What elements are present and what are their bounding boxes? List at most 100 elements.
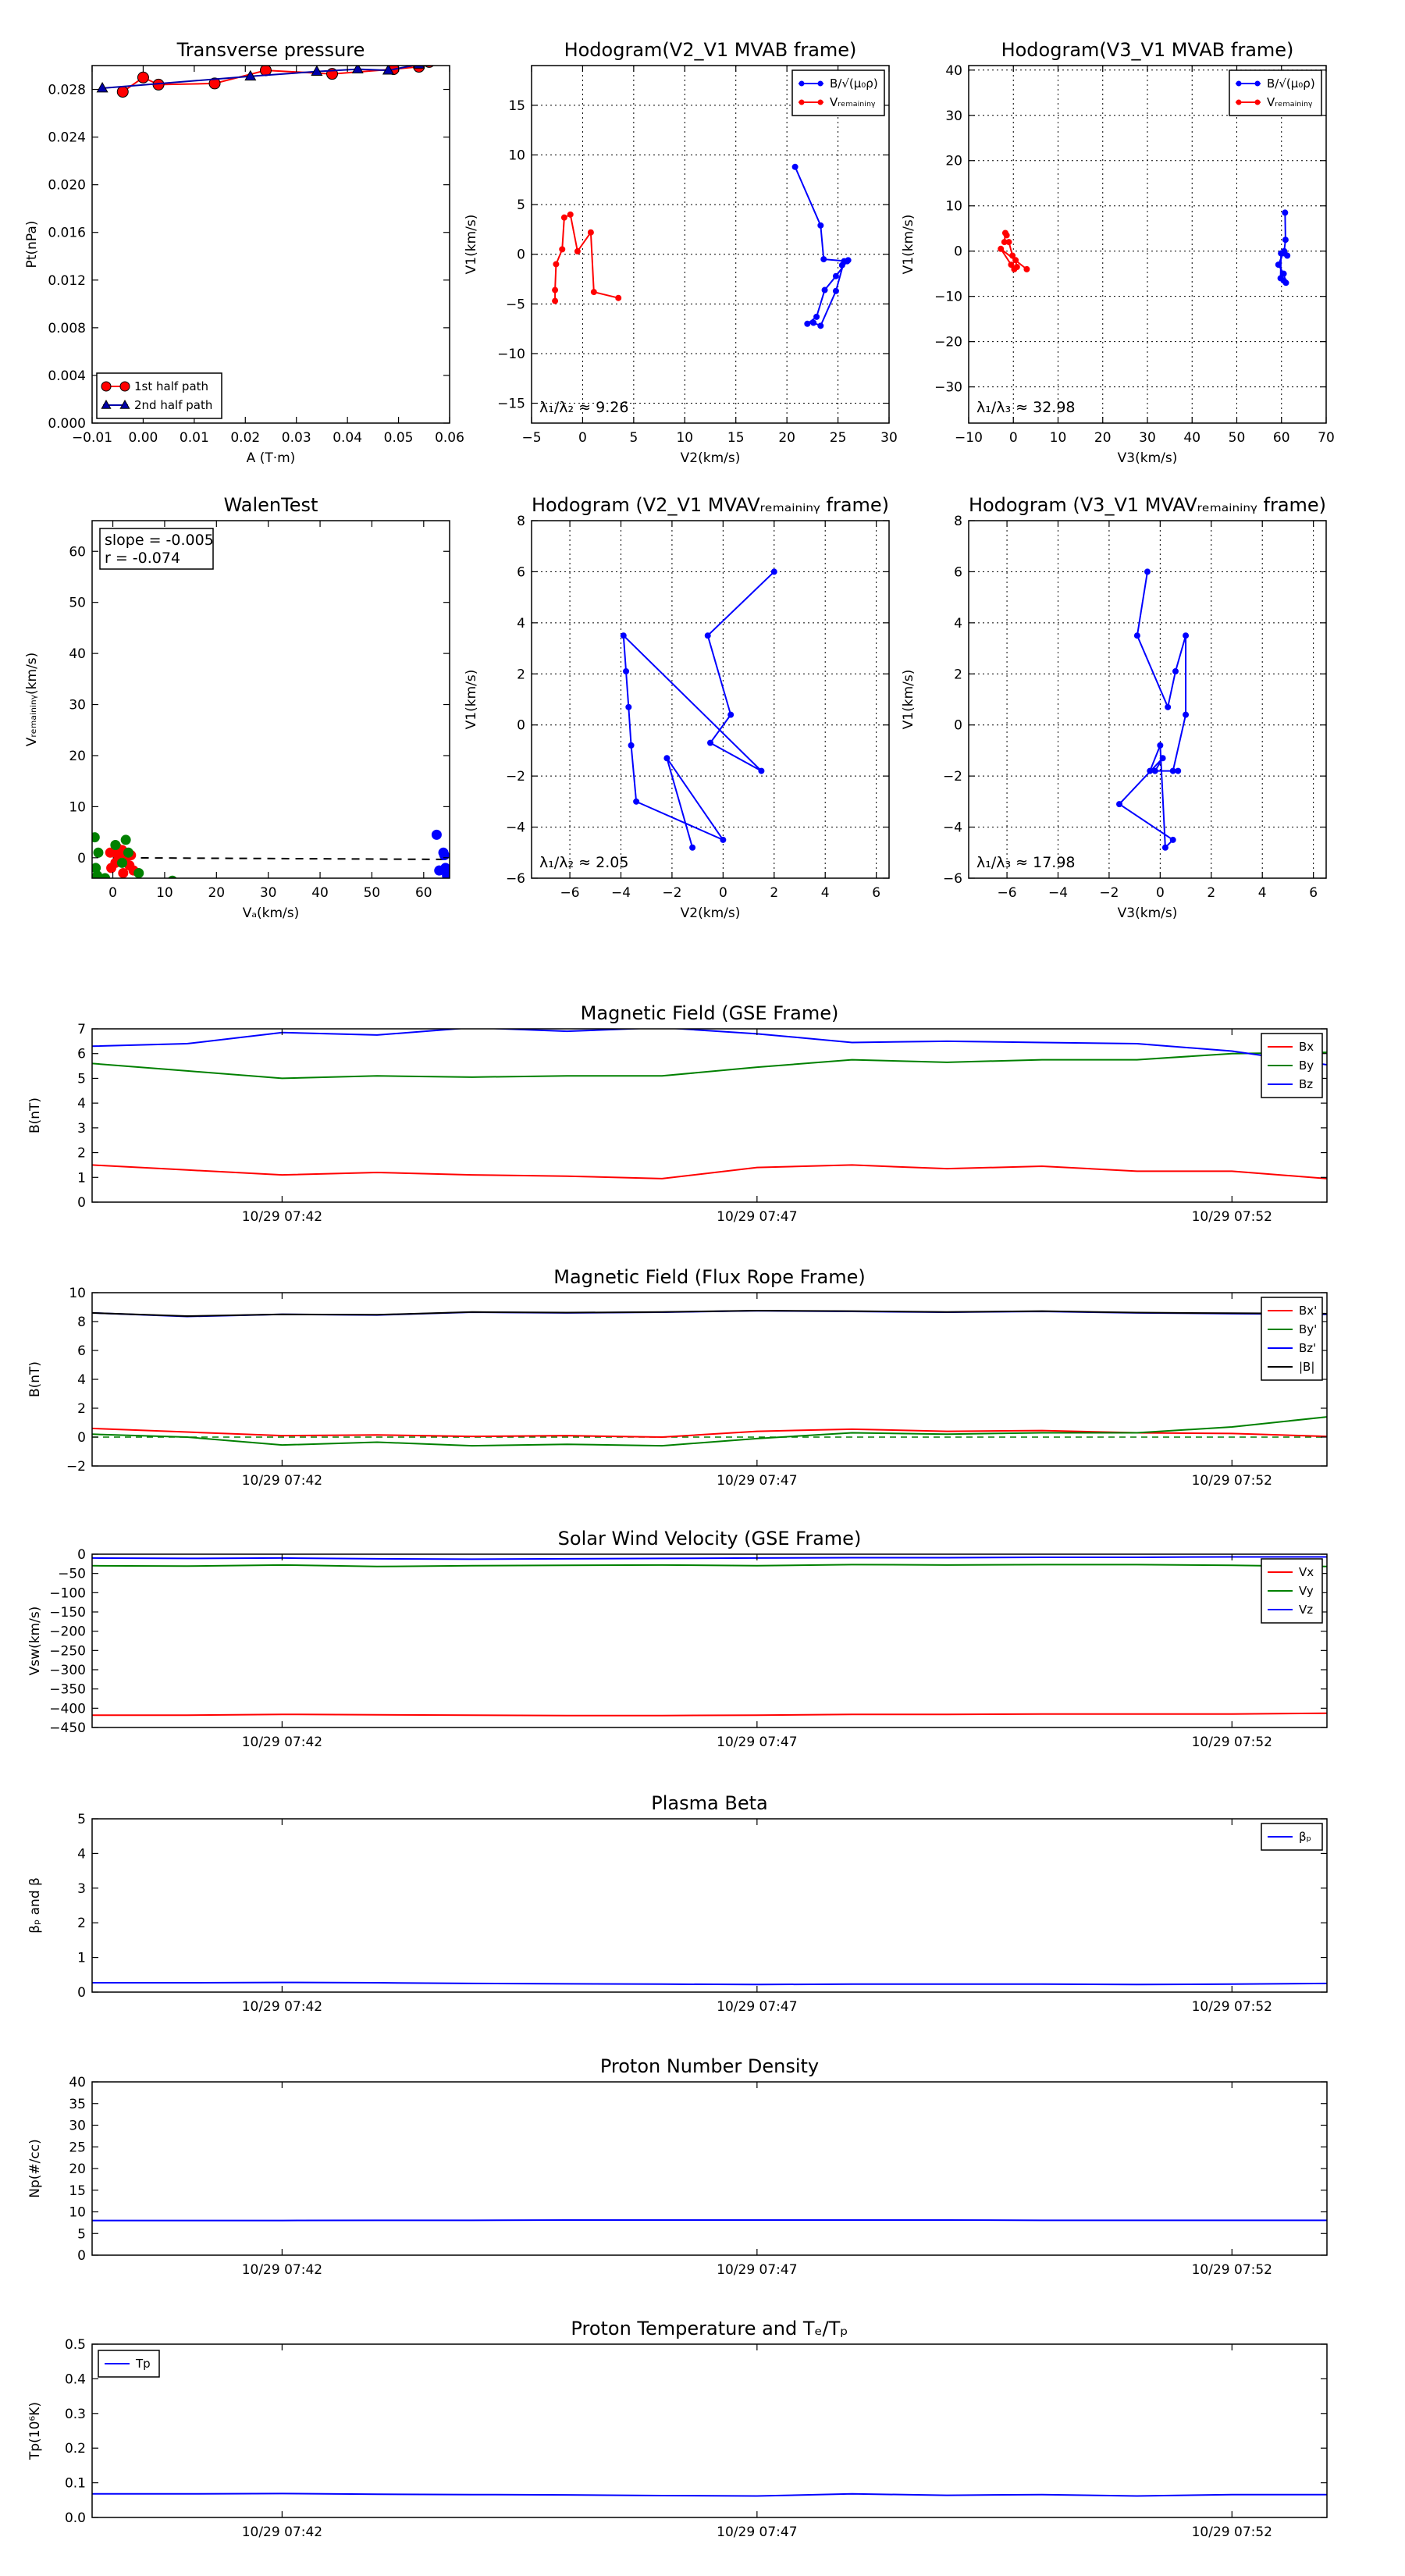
- hodogram-v2v1-mvav-trajectory-point: [704, 632, 711, 639]
- solar-wind-velocity-vz-line: [92, 1556, 1327, 1560]
- hodogram-v3v1-mvav-trajectory-point: [1183, 711, 1190, 718]
- x-tick-label: −4: [1048, 885, 1068, 901]
- y-tick-label: 0.000: [48, 416, 86, 432]
- x-tick-label: −2: [662, 885, 681, 901]
- hodogram-v3v1-mvab-panel: −10 0 10 20 30 40 50 60 70 −30 −20 −10 0 10 20 30 40 Hodo…: [901, 39, 1335, 466]
- y-tick-label: 7: [77, 1022, 86, 1037]
- hodogram-v3v1-mvab-b-point: [1277, 275, 1284, 282]
- x-tick-label: 0: [578, 430, 587, 446]
- x-tick-label: 4: [1258, 885, 1267, 901]
- x-tick-label: 20: [1094, 430, 1112, 446]
- y-tick-label: −2: [943, 769, 962, 785]
- solar-wind-velocity-vy-line: [92, 1564, 1327, 1567]
- correlation-text: r = -0.074: [105, 550, 180, 567]
- hodogram-v3v1-mvab-b-point: [1284, 252, 1291, 259]
- x-axis-label: V3(km/s): [1118, 906, 1178, 921]
- x-tick-label: 10/29 07:52: [1192, 1209, 1272, 1225]
- y-tick-label: 0.2: [65, 2441, 86, 2457]
- legend-marker: [1254, 80, 1261, 87]
- hodogram-v3v1-mvav-trajectory-point: [1165, 703, 1172, 710]
- hodogram-v3v1-mvav-trajectory-point: [1144, 568, 1151, 575]
- hodogram-v3v1-mvav-trajectory-point: [1133, 632, 1140, 639]
- legend-marker: [817, 99, 823, 105]
- x-tick-label: 10: [676, 430, 693, 446]
- plot-area: [620, 568, 777, 851]
- legend-marker: [119, 381, 130, 392]
- hodogram-v2v1-mvab-panel: −5 0 5 10 15 20 25 30 −15 −10 −5 0 5 10 15 Hodogram(V2_…: [464, 39, 898, 466]
- hodogram-v2v1-mvab-b-point: [817, 222, 824, 229]
- x-tick-label: 10/29 07:52: [1192, 2262, 1272, 2278]
- y-tick-label: 0.020: [48, 178, 86, 194]
- hodogram-v3v1-mvav-trajectory-point: [1169, 767, 1176, 774]
- x-tick-label: 30: [880, 430, 898, 446]
- x-tick-label: 10/29 07:52: [1192, 2524, 1272, 2540]
- transverse-pressure-1st-half-path-point: [137, 71, 149, 84]
- y-tick-label: 6: [77, 1343, 86, 1359]
- y-tick-label: 40: [945, 63, 962, 79]
- axes-frame: [91, 2343, 1328, 2518]
- legend-marker: [1236, 80, 1242, 87]
- x-tick-label: 2: [770, 885, 778, 901]
- hodogram-v3v1-mvab-v-point: [1023, 265, 1030, 272]
- y-tick-label: 15: [508, 98, 525, 114]
- y-tick-label: 20: [69, 749, 86, 764]
- x-tick-label: 0.05: [384, 430, 414, 446]
- hodogram-v2v1-mvav-panel: −6 −4 −2 0 2 4 6 −6 −4 −2 0 2 4 6 8 Hodogram (V2_V1 MVA…: [464, 494, 890, 921]
- y-tick-label: −2: [66, 1459, 86, 1475]
- x-tick-label: −0.01: [72, 430, 112, 446]
- x-tick-label: 0: [719, 885, 727, 901]
- hodogram-v3v1-mvav-trajectory-point: [1169, 836, 1176, 843]
- y-tick-label: 0.1: [65, 2476, 86, 2492]
- transverse-pressure-panel: −0.01 0.00 0.01 0.02 0.03 0.04 0.05 0.06 0.000 0.…: [24, 39, 464, 466]
- x-tick-label: 10/29 07:47: [717, 1999, 797, 2015]
- legend-label: Bx: [1299, 1040, 1314, 1054]
- y-tick-label: 0.3: [65, 2407, 86, 2422]
- x-tick-label: 6: [1309, 885, 1318, 901]
- hodogram-v2v1-mvav-trajectory-point: [689, 844, 696, 851]
- x-tick-label: 0: [1009, 430, 1018, 446]
- y-axis-label: Pt(nPa): [24, 221, 40, 269]
- hodogram-v3v1-mvab-v-point: [1005, 239, 1012, 246]
- hodogram-v2v1-mvab-v-point: [590, 289, 597, 296]
- axes-frame: [91, 1028, 1328, 1203]
- y-tick-label: 0.012: [48, 273, 86, 289]
- axes-frame: [91, 1553, 1328, 1728]
- y-tick-label: 30: [945, 109, 962, 124]
- y-tick-label: −5: [506, 297, 525, 312]
- y-axis-label: Tp(10⁶K): [27, 2402, 43, 2460]
- chart-title: Proton Temperature and Tₑ/Tₚ: [571, 2318, 848, 2339]
- y-tick-label: 2: [77, 1916, 86, 1931]
- x-tick-label: 10/29 07:52: [1192, 1473, 1272, 1489]
- y-tick-label: 1: [77, 1170, 86, 1186]
- y-axis-label: Vᵣₑₘₐᵢₙᵢₙᵧ(km/s): [24, 653, 40, 747]
- transverse-pressure-2nd-half-path-point: [413, 66, 425, 69]
- chart-title: Magnetic Field (Flux Rope Frame): [553, 1266, 865, 1288]
- y-tick-label: 0: [77, 1547, 86, 1563]
- y-tick-label: 2: [77, 1401, 86, 1417]
- x-tick-label: 10/29 07:52: [1192, 1999, 1272, 2015]
- legend-marker: [1254, 99, 1261, 105]
- y-tick-label: 40: [69, 2075, 86, 2090]
- y-tick-label: 8: [954, 514, 962, 529]
- x-tick-label: 10/29 07:42: [242, 2524, 322, 2540]
- legend-label: Tp: [135, 2357, 151, 2371]
- y-axis-label: B(nT): [27, 1361, 43, 1397]
- y-tick-label: 25: [69, 2140, 86, 2155]
- transverse-pressure-2nd-half-path-point: [244, 69, 257, 81]
- x-tick-label: 20: [208, 885, 225, 901]
- y-tick-label: −6: [943, 871, 962, 887]
- legend-box: [1229, 69, 1322, 116]
- legend-label: By': [1299, 1322, 1317, 1336]
- hodogram-v3v1-mvab-v-point: [998, 245, 1005, 252]
- x-tick-label: −6: [560, 885, 580, 901]
- axes-frame: [531, 65, 890, 424]
- x-tick-label: 10/29 07:42: [242, 1735, 322, 1750]
- hodogram-v2v1-mvab-v-point: [615, 294, 622, 301]
- x-tick-label: 10/29 07:42: [242, 1999, 322, 2015]
- x-axis-label: V2(km/s): [681, 450, 741, 466]
- y-tick-label: 0.004: [48, 368, 86, 384]
- walen-test-green-points-point: [116, 857, 127, 868]
- y-tick-label: 8: [517, 514, 525, 529]
- y-tick-label: −4: [943, 820, 962, 836]
- chart-title: Solar Wind Velocity (GSE Frame): [558, 1528, 862, 1550]
